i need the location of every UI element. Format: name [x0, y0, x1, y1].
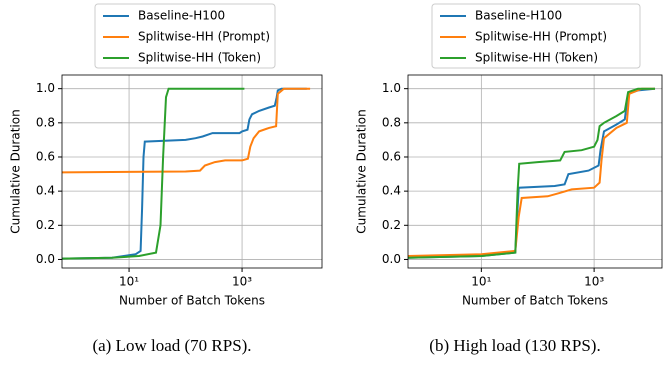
y-tick-label: 0.6 — [36, 149, 55, 163]
series-line — [61, 87, 307, 260]
y-tick-label: 0.6 — [382, 149, 401, 163]
plot-frame — [407, 74, 663, 269]
y-tick-label: 0.0 — [382, 252, 401, 266]
legend-label: Splitwise-HH (Prompt) — [475, 30, 607, 44]
y-tick-label: 0.8 — [36, 115, 55, 129]
y-tick-label: 0.0 — [36, 252, 55, 266]
y-tick-label: 0.2 — [36, 218, 55, 232]
y-tick-label: 1.0 — [382, 81, 401, 95]
series-line — [61, 87, 311, 174]
legend-label: Splitwise-HH (Token) — [475, 51, 598, 65]
series-line — [407, 87, 655, 257]
legend-label: Splitwise-HH (Prompt) — [138, 30, 270, 44]
caption: (a) Low load (70 RPS). — [92, 336, 251, 355]
x-tick-label: 10¹ — [119, 275, 139, 289]
x-axis-label: Number of Batch Tokens — [462, 294, 608, 308]
x-tick-label: 10³ — [584, 275, 604, 289]
x-tick-label: 10³ — [232, 275, 252, 289]
legend-box — [94, 3, 276, 69]
y-tick-label: 0.4 — [382, 184, 401, 198]
series-line — [407, 87, 655, 259]
y-axis-label: Cumulative Duration — [9, 109, 23, 233]
legend-box — [431, 3, 641, 69]
legend-label: Baseline-H100 — [138, 9, 225, 23]
y-tick-label: 0.4 — [36, 184, 55, 198]
y-tick-label: 0.8 — [382, 115, 401, 129]
series-line — [61, 87, 245, 260]
x-tick-label: 10¹ — [471, 275, 491, 289]
plot-frame — [61, 74, 323, 269]
x-axis-label: Number of Batch Tokens — [119, 294, 265, 308]
y-tick-label: 0.2 — [382, 218, 401, 232]
caption: (b) High load (130 RPS). — [429, 336, 600, 355]
y-tick-label: 1.0 — [36, 81, 55, 95]
legend-label: Splitwise-HH (Token) — [138, 51, 261, 65]
legend-label: Baseline-H100 — [475, 9, 562, 23]
y-axis-label: Cumulative Duration — [355, 109, 369, 233]
